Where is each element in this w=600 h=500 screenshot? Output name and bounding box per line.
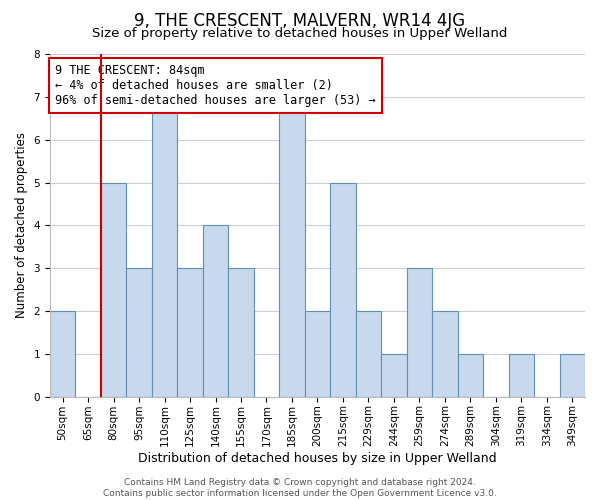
Y-axis label: Number of detached properties: Number of detached properties <box>15 132 28 318</box>
Text: 9 THE CRESCENT: 84sqm
← 4% of detached houses are smaller (2)
96% of semi-detach: 9 THE CRESCENT: 84sqm ← 4% of detached h… <box>55 64 376 108</box>
Bar <box>178 268 203 396</box>
Bar <box>458 354 483 397</box>
Bar <box>203 226 228 396</box>
Text: 9, THE CRESCENT, MALVERN, WR14 4JG: 9, THE CRESCENT, MALVERN, WR14 4JG <box>134 12 466 30</box>
Bar <box>330 182 356 396</box>
Bar <box>560 354 585 397</box>
Text: Size of property relative to detached houses in Upper Welland: Size of property relative to detached ho… <box>92 28 508 40</box>
Bar <box>50 311 76 396</box>
Bar <box>432 311 458 396</box>
Bar <box>228 268 254 396</box>
Bar <box>509 354 534 397</box>
Bar <box>305 311 330 396</box>
X-axis label: Distribution of detached houses by size in Upper Welland: Distribution of detached houses by size … <box>138 452 497 465</box>
Bar <box>101 182 127 396</box>
Bar <box>279 97 305 396</box>
Text: Contains HM Land Registry data © Crown copyright and database right 2024.
Contai: Contains HM Land Registry data © Crown c… <box>103 478 497 498</box>
Bar <box>152 97 178 396</box>
Bar <box>407 268 432 396</box>
Bar <box>127 268 152 396</box>
Bar <box>381 354 407 397</box>
Bar <box>356 311 381 396</box>
